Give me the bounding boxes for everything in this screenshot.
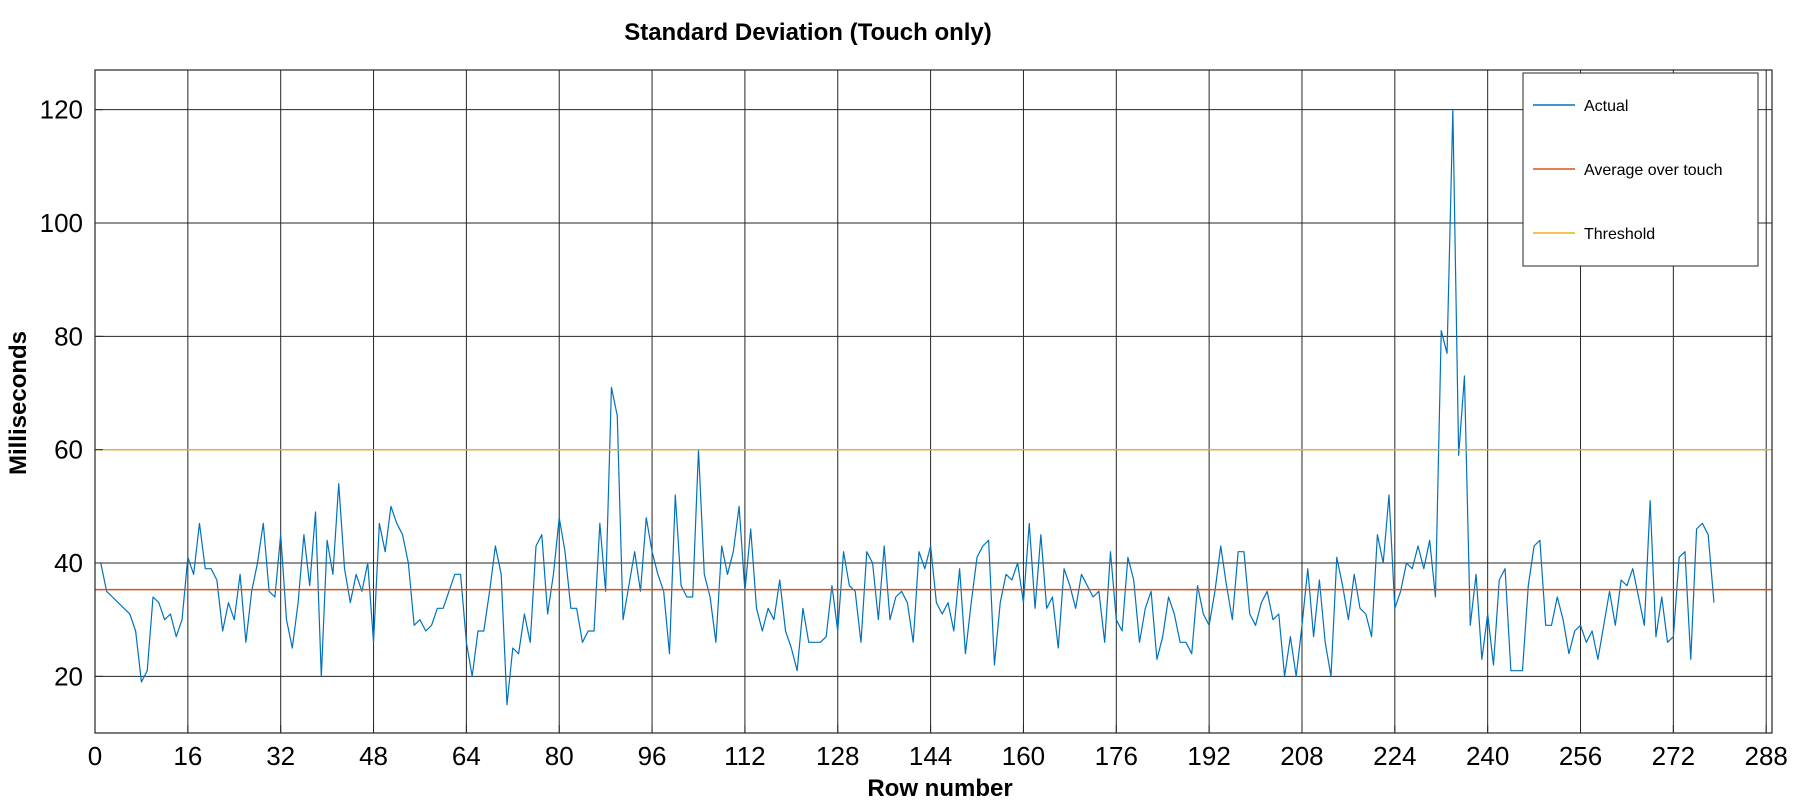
x-tick-label: 128: [816, 741, 859, 771]
x-tick-label: 208: [1280, 741, 1323, 771]
series-layer: [95, 109, 1772, 706]
legend-label: Threshold: [1584, 226, 1655, 243]
y-tick-label: 20: [54, 661, 83, 691]
y-tick-label: 100: [40, 208, 83, 238]
x-tick-label: 240: [1466, 741, 1509, 771]
y-tick-label: 80: [54, 321, 83, 351]
x-tick-label: 192: [1187, 741, 1230, 771]
x-tick-label: 0: [88, 741, 102, 771]
y-axis-label: Milliseconds: [5, 331, 32, 475]
y-tick-label: 60: [54, 435, 83, 465]
x-tick-label: 48: [359, 741, 388, 771]
x-tick-label: 112: [724, 741, 765, 771]
tick-labels: 0 16 32 48 64 80 96 112 128 144 160 176 192 208 224 240…: [40, 95, 1788, 771]
x-tick-label: 176: [1095, 741, 1138, 771]
x-axis-label: Row number: [867, 775, 1012, 800]
chart-title: Standard Deviation (Touch only): [624, 19, 992, 46]
y-tick-label: 120: [40, 95, 83, 125]
x-tick-label: 160: [1002, 741, 1045, 771]
x-tick-label: 16: [173, 741, 202, 771]
x-tick-label: 32: [266, 741, 295, 771]
axes: [94, 69, 1773, 734]
legend-label: Average over touch: [1584, 162, 1722, 179]
x-tick-label: 288: [1745, 741, 1788, 771]
x-tick-label: 80: [545, 741, 574, 771]
x-tick-label: 272: [1652, 741, 1695, 771]
x-tick-label: 224: [1373, 741, 1416, 771]
x-tick-label: 256: [1559, 741, 1602, 771]
plot-area-border: [94, 69, 1773, 734]
x-tick-label: 64: [452, 741, 481, 771]
legend-label: Actual: [1584, 98, 1628, 115]
x-tick-label: 144: [909, 741, 952, 771]
y-tick-label: 40: [54, 548, 83, 578]
legend: Actual Average over touch Threshold: [1522, 72, 1759, 267]
x-tick-label: 96: [638, 741, 667, 771]
